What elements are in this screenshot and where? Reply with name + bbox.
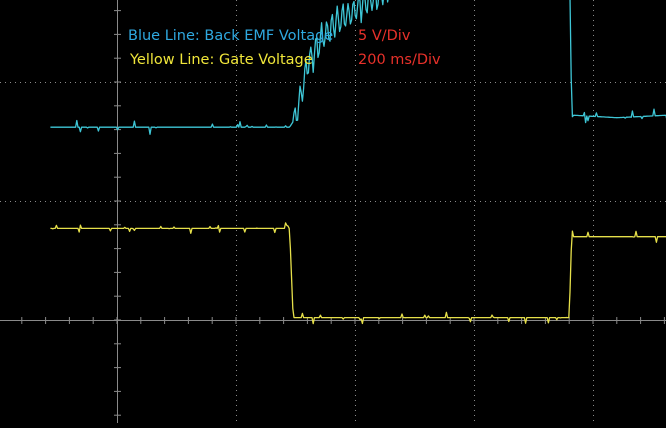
traces bbox=[50, 0, 666, 325]
volts-per-division-label: 5 V/Div bbox=[358, 28, 411, 44]
time-per-division-label: 200 ms/Div bbox=[358, 52, 441, 68]
back-emf-voltage-trace bbox=[50, 0, 666, 135]
yellow-trace-legend-label: Yellow Line: Gate Voltage bbox=[130, 52, 313, 68]
blue-trace-legend-label: Blue Line: Back EMF Voltage bbox=[128, 28, 334, 44]
gate-voltage-trace bbox=[50, 222, 666, 325]
